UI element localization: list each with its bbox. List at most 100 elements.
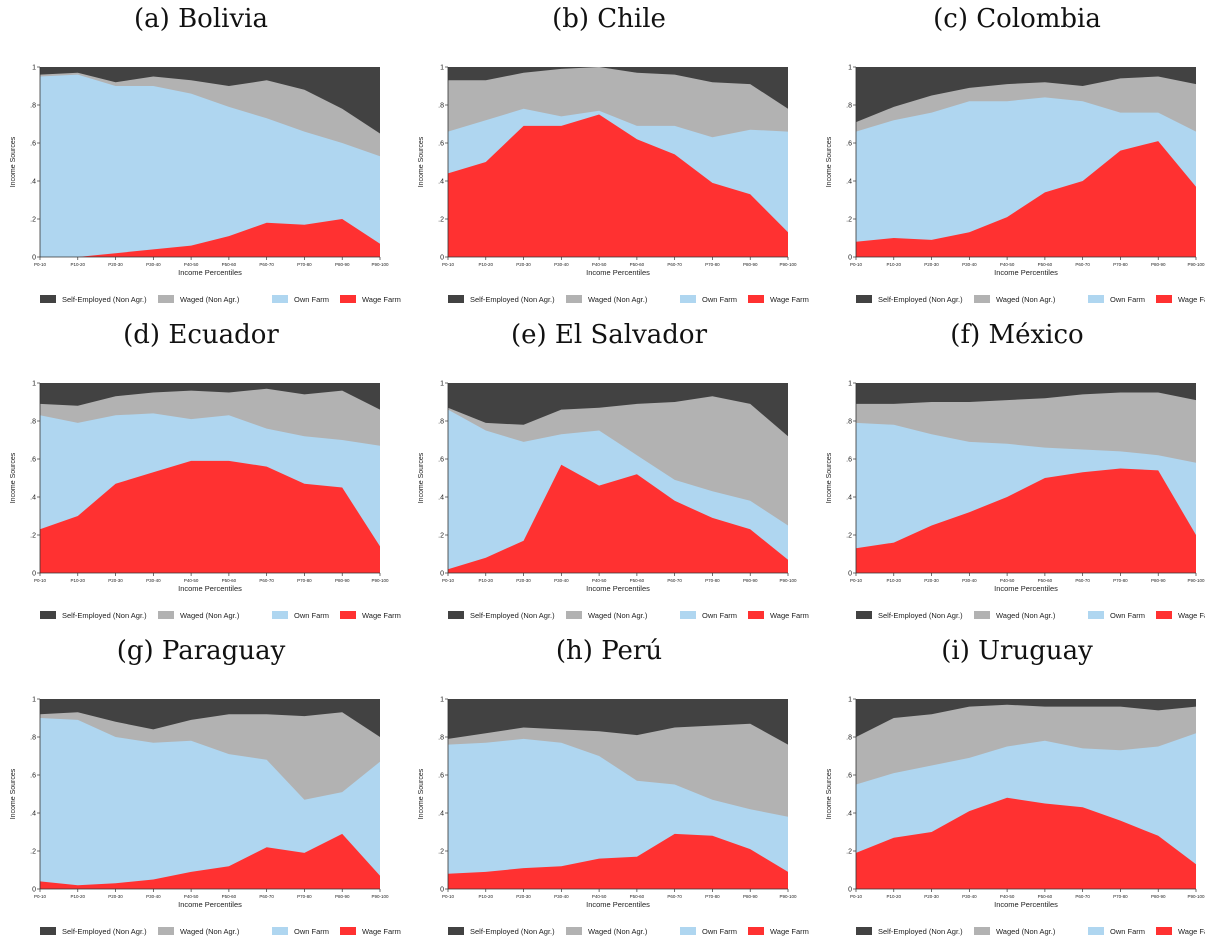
legend-item: Own Farm	[680, 608, 737, 622]
legend-label: Own Farm	[294, 926, 330, 936]
y-axis-title: Income Sources	[10, 136, 17, 187]
legend-item: Self-Employed (Non Agr.)	[448, 924, 555, 938]
x-tick-label: P0-10	[850, 578, 863, 583]
x-tick-label: P40-50	[184, 262, 199, 267]
legend-item: Waged (Non Agr.)	[158, 608, 239, 622]
x-tick-label: P60-70	[1075, 262, 1090, 267]
x-axis-title: Income Percentiles	[586, 268, 650, 277]
x-tick-label: P60-70	[1075, 894, 1090, 899]
legend-item: Own Farm	[272, 292, 329, 306]
legend-item: Wage Farm	[748, 292, 809, 306]
y-tick-label: .6	[30, 141, 36, 148]
chart-panel: (g) Paraguay 0 .2 .4 .6 .8 1 P0-10 P10-20 P20-30 P…	[0, 632, 402, 946]
legend-swatch	[340, 611, 356, 619]
legend-item: Wage Farm	[340, 924, 401, 938]
legend-label: Waged (Non Agr.)	[180, 610, 240, 620]
legend-swatch	[856, 927, 872, 935]
y-tick-label: .4	[30, 811, 36, 818]
x-tick-label: P50-60	[1038, 894, 1053, 899]
legend-label: Waged (Non Agr.)	[180, 926, 240, 936]
area-chart: 0 .2 .4 .6 .8 1 P0-10 P10-20 P20-30 P30-40 P40-50 P…	[418, 381, 797, 594]
legend-swatch	[974, 295, 990, 303]
area-own-farm	[40, 74, 380, 257]
x-tick-label: P90-100	[779, 578, 797, 583]
legend-label: Self-Employed (Non Agr.)	[470, 610, 555, 620]
chart-legend: Self-Employed (Non Agr.) Waged (Non Agr.)…	[856, 924, 1205, 940]
x-tick-label: P30-40	[962, 262, 977, 267]
x-tick-label: P70-80	[1113, 894, 1128, 899]
x-tick-label: P20-30	[924, 578, 939, 583]
legend-label: Wage Farm	[770, 610, 809, 620]
chart-title: (i) Uruguay	[941, 636, 1093, 666]
x-tick-label: P10-20	[479, 578, 494, 583]
y-tick-label: .6	[846, 773, 852, 780]
x-tick-label: P0-10	[442, 894, 455, 899]
legend-label: Self-Employed (Non Agr.)	[470, 926, 555, 936]
x-tick-label: P30-40	[962, 894, 977, 899]
area-wage-farm	[40, 833, 380, 889]
chart-title: (b) Chile	[552, 4, 666, 34]
legend-swatch	[856, 611, 872, 619]
x-tick-label: P60-70	[667, 578, 682, 583]
y-tick-label: 0	[32, 571, 36, 578]
y-tick-label: 1	[32, 381, 36, 388]
x-tick-label: P80-90	[335, 894, 350, 899]
legend-swatch	[748, 295, 764, 303]
x-tick-label: P30-40	[146, 262, 161, 267]
legend-label: Own Farm	[702, 610, 738, 620]
legend-swatch	[748, 927, 764, 935]
y-tick-label: .4	[846, 495, 852, 502]
y-tick-label: .6	[438, 141, 444, 148]
chart-title: (a) Bolivia	[134, 4, 268, 34]
area-wage-farm	[448, 464, 788, 573]
y-tick-label: 0	[848, 571, 852, 578]
y-tick-label: .2	[438, 217, 444, 224]
legend-item: Self-Employed (Non Agr.)	[448, 292, 555, 306]
x-tick-label: P50-60	[1038, 262, 1053, 267]
legend-item: Wage Farm	[1156, 292, 1205, 306]
legend-label: Self-Employed (Non Agr.)	[878, 294, 963, 304]
chart-legend: Self-Employed (Non Agr.) Waged (Non Agr.)…	[40, 292, 401, 308]
legend-swatch	[1156, 295, 1172, 303]
legend-swatch	[566, 611, 582, 619]
x-tick-label: P80-90	[335, 262, 350, 267]
x-axis-title: Income Percentiles	[178, 268, 242, 277]
legend-item: Own Farm	[1088, 608, 1145, 622]
y-axis-title: Income Sources	[418, 452, 425, 503]
x-axis-title: Income Percentiles	[994, 584, 1058, 593]
x-tick-label: P50-60	[222, 894, 237, 899]
x-tick-label: P10-20	[479, 894, 494, 899]
x-tick-label: P80-90	[1151, 578, 1166, 583]
x-tick-label: P60-70	[259, 578, 274, 583]
legend-swatch	[566, 927, 582, 935]
area-chart: 0 .2 .4 .6 .8 1 P0-10 P10-20 P20-30 P30-40 P40-50 P…	[826, 381, 1205, 594]
y-tick-label: .2	[846, 533, 852, 540]
legend-item: Waged (Non Agr.)	[566, 924, 647, 938]
y-axis-title: Income Sources	[418, 136, 425, 187]
legend-label: Waged (Non Agr.)	[180, 294, 240, 304]
y-tick-label: 0	[848, 255, 852, 262]
y-tick-label: .4	[30, 179, 36, 186]
legend-swatch	[40, 927, 56, 935]
legend-label: Waged (Non Agr.)	[996, 610, 1056, 620]
legend-item: Waged (Non Agr.)	[158, 924, 239, 938]
legend-label: Wage Farm	[770, 294, 809, 304]
y-tick-label: .4	[846, 811, 852, 818]
legend-item: Own Farm	[680, 292, 737, 306]
x-tick-label: P50-60	[222, 578, 237, 583]
y-tick-label: 0	[440, 571, 444, 578]
y-tick-label: .4	[438, 811, 444, 818]
legend-item: Self-Employed (Non Agr.)	[856, 292, 963, 306]
y-tick-label: .6	[438, 457, 444, 464]
x-tick-label: P50-60	[630, 894, 645, 899]
x-tick-label: P40-50	[184, 578, 199, 583]
chart-legend: Self-Employed (Non Agr.) Waged (Non Agr.)…	[856, 292, 1205, 308]
x-tick-label: P0-10	[34, 578, 47, 583]
legend-swatch	[272, 611, 288, 619]
area-wage-farm	[40, 219, 380, 257]
legend-item: Wage Farm	[1156, 924, 1205, 938]
x-tick-label: P70-80	[297, 894, 312, 899]
x-tick-label: P90-100	[779, 894, 797, 899]
x-tick-label: P30-40	[554, 894, 569, 899]
